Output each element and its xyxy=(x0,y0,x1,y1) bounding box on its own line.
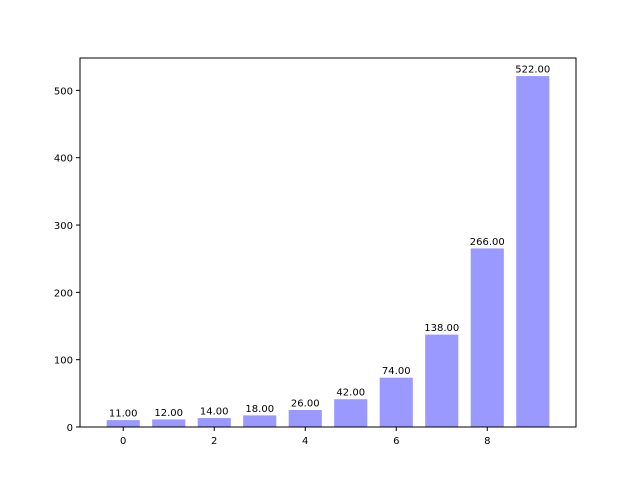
data-label-0: 11.00 xyxy=(109,409,138,420)
bar-4 xyxy=(287,408,323,428)
data-labels-group: 11.00 12.00 14.00 18.00 26.00 42.00 74.00 138.0… xyxy=(109,65,550,420)
y-tick-label-2: 200 xyxy=(54,288,73,299)
bar-5 xyxy=(333,398,369,428)
bar-7 xyxy=(424,333,460,428)
data-label-8: 266.00 xyxy=(470,237,505,248)
data-label-4: 26.00 xyxy=(291,398,320,409)
data-label-3: 18.00 xyxy=(245,404,274,415)
y-axis-ticks: 0 100 200 300 400 500 xyxy=(54,86,80,434)
x-tick-label-0: 0 xyxy=(120,436,126,447)
bar-8 xyxy=(469,247,505,428)
bar-0 xyxy=(105,419,141,428)
x-tick-label-3: 6 xyxy=(393,436,399,447)
y-tick-label-5: 500 xyxy=(54,86,73,97)
data-label-2: 14.00 xyxy=(200,407,229,418)
x-tick-label-4: 8 xyxy=(484,436,490,447)
data-label-5: 42.00 xyxy=(336,388,365,399)
bar-1 xyxy=(151,418,187,428)
y-tick-label-1: 100 xyxy=(54,356,73,367)
y-tick-label-4: 400 xyxy=(54,154,73,165)
data-label-1: 12.00 xyxy=(154,408,183,419)
data-label-6: 74.00 xyxy=(382,366,411,377)
bars-group xyxy=(105,75,551,428)
x-tick-label-1: 2 xyxy=(211,436,217,447)
data-label-9: 522.00 xyxy=(515,65,550,76)
y-tick-label-0: 0 xyxy=(67,423,73,434)
bar-9 xyxy=(515,75,551,428)
bar-3 xyxy=(242,414,278,428)
x-tick-label-2: 4 xyxy=(302,436,308,447)
y-tick-label-3: 300 xyxy=(54,221,73,232)
x-axis-ticks: 0 2 4 6 8 xyxy=(120,427,490,447)
plot-area-frame xyxy=(79,57,577,428)
bar-2 xyxy=(196,417,232,428)
data-label-7: 138.00 xyxy=(424,323,459,334)
bar-6 xyxy=(378,376,414,428)
